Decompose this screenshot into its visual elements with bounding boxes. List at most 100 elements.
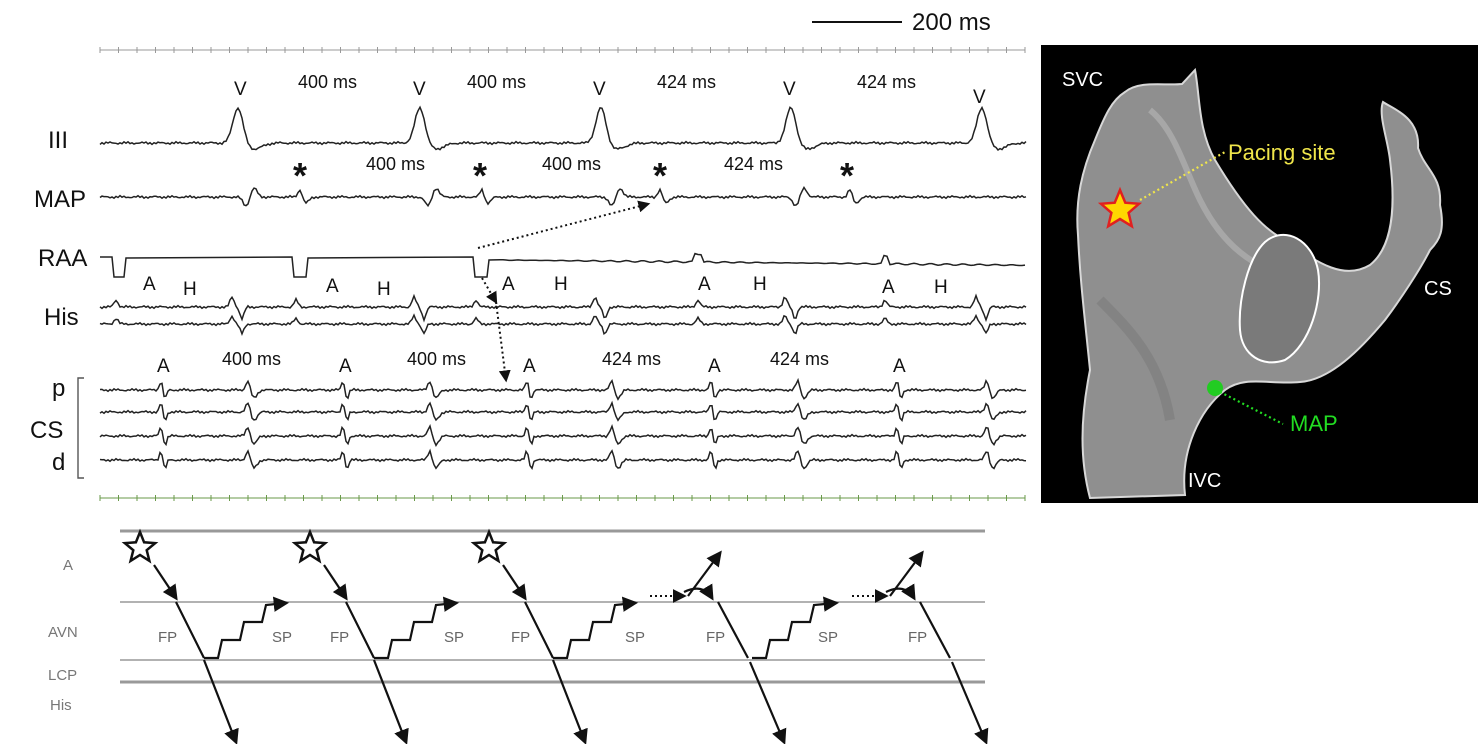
ladder-row-lcp: LCP xyxy=(48,667,77,684)
trace-raa xyxy=(100,252,1026,278)
v-label-2: V xyxy=(413,79,426,100)
his-a-1: A xyxy=(143,274,156,295)
cs-bracket xyxy=(77,377,84,479)
trace-his-1 xyxy=(99,293,1027,323)
map-asterisk-3: * xyxy=(653,155,667,196)
his-a-3: A xyxy=(502,274,515,295)
map-site-label: MAP xyxy=(1290,411,1338,436)
trace-cs-1 xyxy=(99,377,1027,401)
svc-label: SVC xyxy=(1062,69,1103,91)
ladder-row-a: A xyxy=(63,557,73,574)
map-interval-3: 424 ms xyxy=(724,154,783,174)
sp-label-3: SP xyxy=(625,629,645,646)
sp-label-1: SP xyxy=(272,629,292,646)
his-h-2: H xyxy=(377,279,391,300)
cs-a-3: A xyxy=(523,356,536,377)
his-a-5: A xyxy=(882,277,895,298)
channel-label-map: MAP xyxy=(34,186,86,213)
sp-label-4: SP xyxy=(818,629,838,646)
ladder-arrow xyxy=(202,659,239,744)
channel-label-raa: RAA xyxy=(38,245,87,272)
dotted-arrow-to-cs xyxy=(495,301,511,383)
trace-cs-2 xyxy=(99,400,1027,423)
cs-a-4: A xyxy=(708,356,721,377)
his-a-4: A xyxy=(698,274,711,295)
map-interval-1: 400 ms xyxy=(366,154,425,174)
ladder-arrow xyxy=(175,601,205,659)
map-site-leader xyxy=(1219,391,1284,425)
cs-labels: A A A A A 400 ms 400 ms 424 ms 424 ms xyxy=(157,349,906,377)
pacing-star-1 xyxy=(121,528,159,564)
ladder-arrow xyxy=(919,601,951,659)
fp-label-5: FP xyxy=(908,629,927,646)
v-interval-1: 400 ms xyxy=(298,72,357,92)
bottom-ruler-ticks xyxy=(99,495,1026,501)
cs-a-1: A xyxy=(157,356,170,377)
ladder-arrow xyxy=(372,659,409,744)
cs-interval-1: 400 ms xyxy=(222,349,281,369)
trace-his-2 xyxy=(99,313,1027,337)
cs-anatomy-label: CS xyxy=(1424,278,1452,300)
trace-cs-3 xyxy=(99,423,1027,448)
cs-interval-3: 424 ms xyxy=(602,349,661,369)
his-ah-labels: A H A H A H A H A H xyxy=(143,274,948,300)
ladder-row-avn: AVN xyxy=(48,624,78,641)
ladder-arrow xyxy=(748,661,787,744)
fp-label-3: FP xyxy=(511,629,530,646)
ladder-arrow xyxy=(683,583,714,601)
map-asterisk-4: * xyxy=(840,155,854,196)
sp-label-2: SP xyxy=(444,629,464,646)
v-interval-4: 424 ms xyxy=(857,72,916,92)
ladder-arrow xyxy=(524,601,554,659)
map-asterisk-1: * xyxy=(293,155,307,196)
ivc-label: IVC xyxy=(1188,470,1221,492)
ladder-arrow xyxy=(551,659,588,744)
map-interval-2: 400 ms xyxy=(542,154,601,174)
ladder-arrow xyxy=(345,601,375,659)
map-asterisk-2: * xyxy=(473,155,487,196)
ladder-diagram: A AVN LCP His FP SP FP SP FP SP FP SP FP xyxy=(48,528,989,744)
fp-label-2: FP xyxy=(330,629,349,646)
map-site-dot xyxy=(1207,380,1223,396)
his-h-5: H xyxy=(934,277,948,298)
fp-label-4: FP xyxy=(706,629,725,646)
ladder-arrow xyxy=(752,596,840,660)
top-ruler-ticks xyxy=(99,47,1026,53)
anatomy-panel: Pacing site MAP SVC IVC CS xyxy=(1041,45,1478,503)
v-interval-2: 400 ms xyxy=(467,72,526,92)
channel-label-iii: III xyxy=(48,127,68,154)
ladder-arrow xyxy=(885,583,916,601)
v-label-4: V xyxy=(783,79,796,100)
channel-label-his: His xyxy=(44,304,79,331)
tricuspid-annulus xyxy=(1238,233,1320,364)
cs-a-5: A xyxy=(893,356,906,377)
v-interval-3: 424 ms xyxy=(657,72,716,92)
cs-interval-4: 424 ms xyxy=(770,349,829,369)
channel-label-cs-p: p xyxy=(52,375,65,402)
ladder-arrow xyxy=(153,564,178,601)
his-h-4: H xyxy=(753,274,767,295)
channel-label-cs-d: d xyxy=(52,449,65,476)
trace-cs-4 xyxy=(99,448,1027,470)
trace-map xyxy=(99,186,1027,208)
pacing-site-star xyxy=(1097,186,1143,229)
his-h-1: H xyxy=(183,279,197,300)
scale-bar-label: 200 ms xyxy=(912,9,991,36)
trace-iii xyxy=(99,105,1027,152)
cs-interval-2: 400 ms xyxy=(407,349,466,369)
ladder-arrow xyxy=(950,661,989,744)
ladder-arrow xyxy=(204,596,290,660)
ladder-arrow xyxy=(323,564,348,601)
fp-label-1: FP xyxy=(158,629,177,646)
pacing-site-leader xyxy=(1139,151,1226,201)
ladder-arrow xyxy=(553,596,639,660)
pacing-site-label: Pacing site xyxy=(1228,140,1336,165)
dotted-arrow-to-map xyxy=(477,200,651,249)
pacing-star-2 xyxy=(291,528,329,564)
ladder-arrow xyxy=(717,601,749,659)
dotted-arrow-to-his xyxy=(481,277,498,305)
v-label-5: V xyxy=(973,87,986,108)
cs-a-2: A xyxy=(339,356,352,377)
v-label-3: V xyxy=(593,79,606,100)
